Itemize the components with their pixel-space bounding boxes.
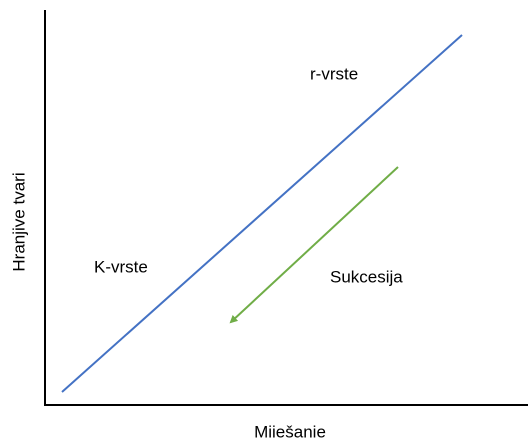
arrow-label: Sukcesija <box>330 267 403 286</box>
x-axis-label: Miiešanie <box>254 422 326 441</box>
region-label: r-vrste <box>310 64 358 83</box>
boundary-line <box>61 34 463 393</box>
y-axis-label: Hranjive tvari <box>9 172 28 271</box>
region-label: K-vrste <box>94 257 148 276</box>
succession-arrow <box>229 166 399 324</box>
